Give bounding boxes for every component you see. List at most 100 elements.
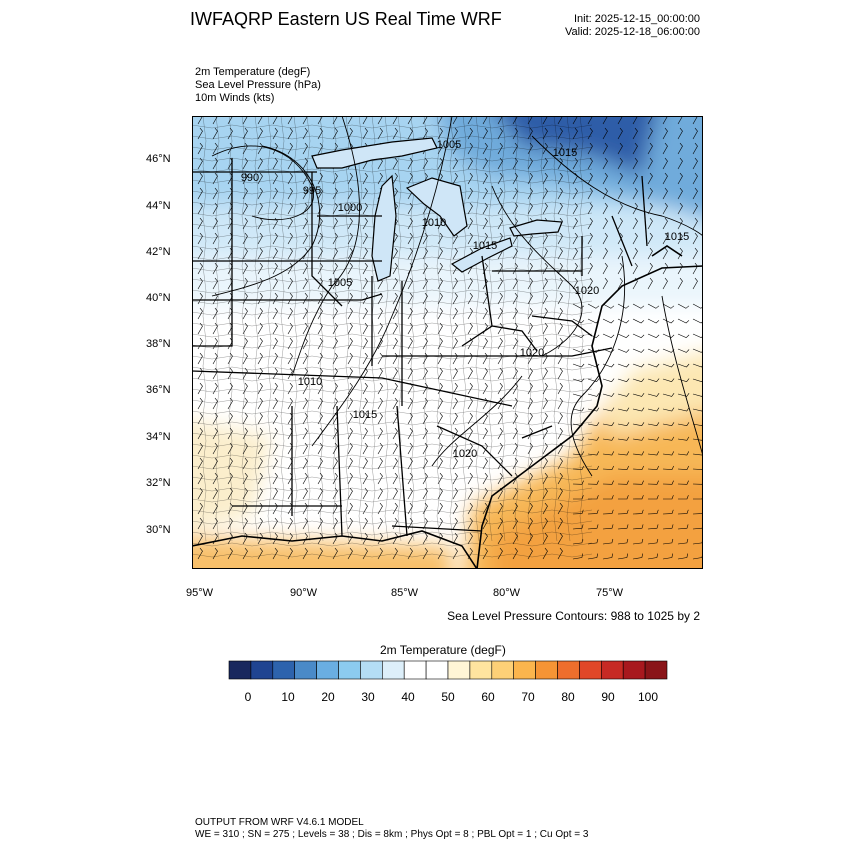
wind-barb	[632, 262, 638, 275]
wind-barb	[212, 547, 218, 560]
wind-barb	[407, 307, 413, 320]
wind-barb	[212, 127, 218, 140]
wind-barb	[542, 412, 548, 425]
wind-barb	[212, 352, 218, 365]
wind-barb	[632, 480, 644, 485]
wind-barb	[212, 412, 218, 425]
wind-barb	[542, 127, 548, 140]
wind-barb	[197, 142, 203, 155]
lat-label: 32°N	[146, 477, 171, 489]
wind-barb	[497, 337, 503, 350]
colorbar-swatch	[382, 660, 405, 680]
lon-label: 90°W	[290, 587, 318, 599]
wind-barb	[617, 127, 623, 140]
wind-barb	[392, 487, 398, 500]
colorbar-tick-label: 60	[481, 690, 495, 704]
wind-barb	[287, 202, 293, 215]
wind-barb	[572, 202, 578, 215]
wind-barb	[377, 382, 383, 395]
wind-barb	[602, 524, 614, 530]
wind-barb	[197, 502, 203, 515]
wind-barb	[272, 367, 278, 380]
variable-list: 2m Temperature (degF) Sea Level Pressure…	[195, 66, 321, 105]
wind-barb	[392, 502, 398, 515]
wind-barb	[317, 517, 323, 530]
wind-barb	[197, 172, 203, 185]
wind-barb	[572, 232, 578, 245]
wind-barb	[362, 547, 368, 560]
wind-barb	[392, 172, 398, 185]
wind-barb	[677, 422, 690, 427]
colorbar-swatch	[360, 660, 383, 680]
wind-barb	[662, 318, 675, 324]
wind-barb	[437, 157, 443, 170]
isobar-label: 1005	[437, 139, 461, 151]
county-line	[192, 344, 593, 349]
wind-barb	[662, 142, 668, 155]
wind-barb	[527, 382, 533, 395]
wind-barb	[377, 367, 383, 380]
wind-barb	[527, 457, 533, 470]
wind-barb	[602, 422, 615, 427]
wind-barb	[317, 187, 323, 200]
wind-barb	[197, 247, 203, 260]
wind-barb	[572, 247, 578, 260]
wind-barb	[302, 232, 308, 245]
wind-barb	[632, 393, 645, 397]
wind-barb	[287, 547, 293, 560]
colorbar-title: 2m Temperature (degF)	[380, 643, 506, 657]
wind-barb	[632, 348, 645, 353]
wind-barb	[197, 487, 203, 500]
wind-barb	[602, 142, 608, 155]
colorbar-swatch	[579, 660, 602, 680]
wind-barb	[347, 262, 353, 275]
wind-barb	[242, 307, 248, 320]
wind-barb	[302, 292, 308, 305]
variable-winds: 10m Winds (kts)	[195, 92, 275, 104]
wind-barb	[332, 232, 338, 245]
wind-barb	[602, 262, 608, 275]
wind-barb	[452, 487, 458, 500]
wind-barb	[527, 412, 533, 425]
wind-barb	[542, 472, 548, 485]
wind-barb	[257, 412, 263, 425]
wind-barb	[617, 538, 629, 545]
wind-barb	[512, 547, 518, 560]
wind-barb	[647, 187, 653, 200]
wind-barb	[632, 127, 638, 140]
wind-barb	[332, 307, 338, 320]
wind-barb	[392, 232, 398, 245]
county-line	[192, 432, 593, 437]
wind-barb	[557, 547, 563, 560]
wind-barb	[242, 547, 248, 560]
wind-barb	[272, 397, 278, 410]
wind-barb	[332, 457, 338, 470]
wind-barb	[497, 382, 503, 395]
wind-barb	[542, 202, 548, 215]
colorbar-swatch	[622, 660, 646, 680]
wind-barb	[677, 172, 683, 185]
wind-barb	[212, 292, 218, 305]
wind-barb	[572, 363, 585, 368]
wind-barb	[377, 127, 383, 140]
wind-barb	[467, 532, 473, 545]
wind-barb	[197, 412, 203, 425]
wind-barb	[617, 172, 623, 185]
wind-barb	[662, 303, 675, 309]
wind-barb	[677, 407, 690, 412]
county-line	[267, 116, 272, 542]
wind-barb	[542, 532, 548, 545]
wind-barb	[602, 495, 614, 500]
isobars	[211, 116, 703, 477]
wind-barb	[632, 333, 645, 339]
isobar-label: 1015	[553, 147, 577, 159]
wind-barb	[647, 202, 653, 215]
wind-barb	[437, 142, 443, 155]
wind-barb	[287, 187, 293, 200]
wind-barb	[212, 382, 218, 395]
wind-barb	[377, 487, 383, 500]
wind-barb	[422, 457, 428, 470]
wind-barb	[617, 303, 630, 309]
wind-barb	[632, 451, 645, 456]
wind-barb	[272, 382, 278, 395]
